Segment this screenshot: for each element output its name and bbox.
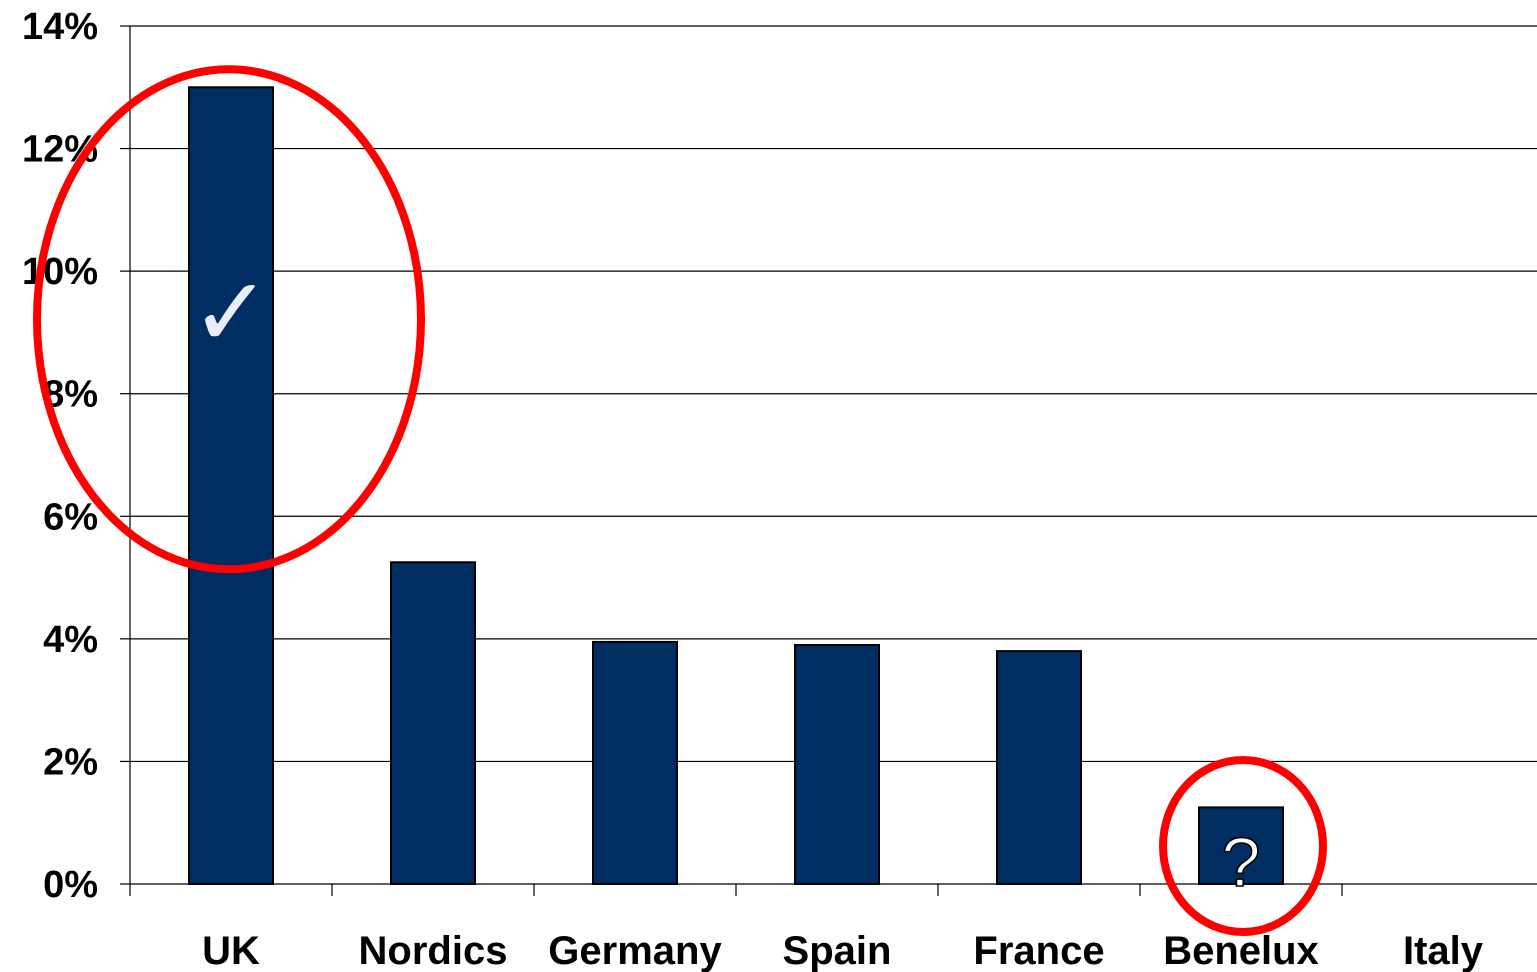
y-tick-label: 14% [22, 6, 98, 48]
category-label: Spain [783, 929, 892, 972]
bar-nordics [390, 561, 476, 885]
question-mark-icon: ? [1222, 823, 1261, 901]
bar-spain [794, 643, 880, 885]
y-tick-label: 2% [43, 741, 98, 783]
category-label: Nordics [359, 929, 508, 972]
bar-uk [188, 86, 274, 886]
checkmark-icon: ✓ [191, 256, 271, 368]
y-tick-label: 6% [43, 496, 98, 538]
category-labels: UK Nordics Germany Spain France Benelux Italy [202, 929, 1484, 972]
category-label: Benelux [1163, 929, 1319, 972]
bar-france [996, 650, 1082, 885]
y-tick-label: 4% [43, 619, 98, 661]
y-tick-label: 10% [22, 251, 98, 293]
category-label: Germany [548, 929, 722, 972]
category-label: France [973, 929, 1104, 972]
bars [188, 86, 1284, 886]
bar-benelux [1198, 806, 1284, 886]
annotations: ✓? [33, 65, 1327, 936]
highlight-ellipse [1159, 756, 1327, 936]
bar-germany [592, 640, 678, 886]
category-label: Italy [1403, 929, 1484, 972]
highlight-ellipse [33, 65, 425, 574]
y-tick-labels: 0%2%4%6%8%10%12%14% [22, 6, 98, 906]
y-tick-label: 0% [43, 864, 98, 906]
category-label: UK [202, 929, 260, 972]
